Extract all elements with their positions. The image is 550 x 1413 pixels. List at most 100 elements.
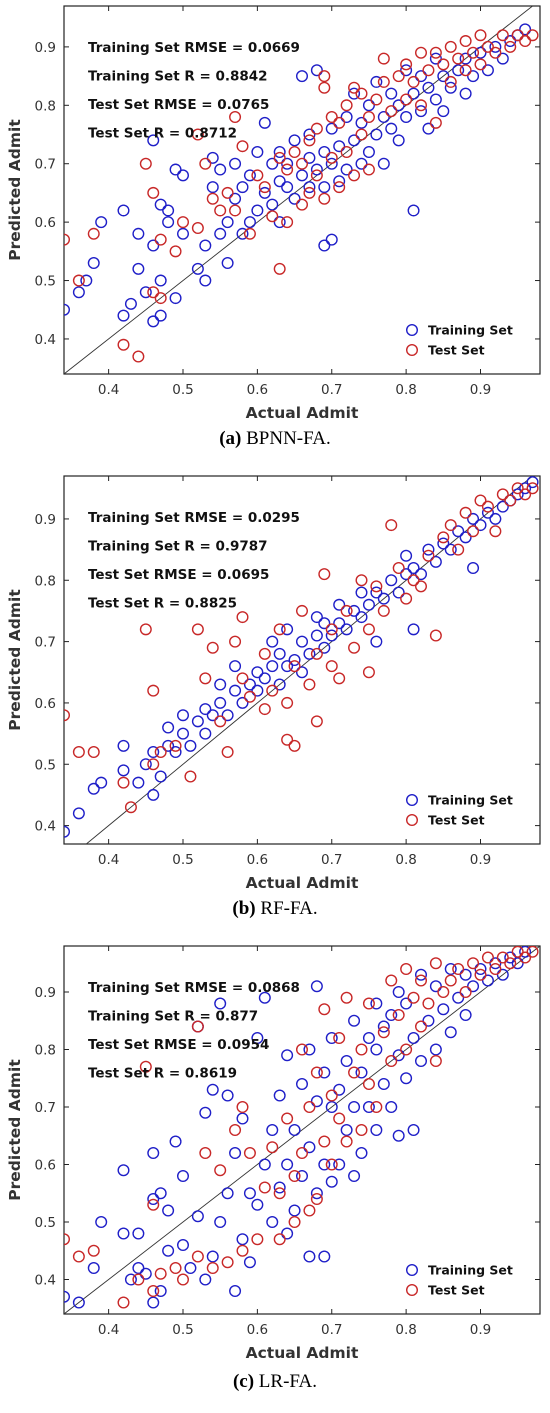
- test-point: [303, 186, 316, 199]
- test-point: [87, 1244, 100, 1257]
- training-point: [422, 122, 435, 135]
- training-point: [162, 1244, 175, 1257]
- test-point: [362, 110, 375, 123]
- training-point: [400, 110, 413, 123]
- test-point: [481, 951, 494, 964]
- training-point: [385, 1100, 398, 1113]
- legend-test-label: Test Set: [428, 813, 485, 828]
- test-point: [422, 997, 435, 1010]
- training-point: [333, 617, 346, 630]
- training-point: [452, 991, 465, 1004]
- y-tick-label: 0.4: [35, 819, 56, 835]
- test-point: [154, 292, 167, 305]
- caption-b: (b) RF-FA.: [0, 898, 550, 920]
- stat-annotation: Test Set RMSE = 0.0765: [88, 97, 269, 113]
- training-point: [333, 1158, 346, 1171]
- training-set-series: [64, 946, 532, 1309]
- stat-annotation: Training Set RMSE = 0.0669: [88, 40, 300, 56]
- test-point: [310, 1192, 323, 1205]
- test-point: [206, 641, 219, 654]
- y-axis-title: Predicted Admit: [6, 119, 24, 261]
- test-point: [429, 46, 442, 59]
- training-point: [481, 974, 494, 987]
- test-point: [221, 1256, 234, 1269]
- test-point: [147, 684, 160, 697]
- training-point: [467, 561, 480, 574]
- test-point: [132, 350, 145, 363]
- test-point: [452, 52, 465, 65]
- training-point: [348, 1014, 361, 1027]
- training-point: [422, 1014, 435, 1027]
- test-point: [64, 1233, 70, 1246]
- training-point: [176, 1239, 189, 1252]
- test-point: [362, 623, 375, 636]
- test-point: [258, 181, 271, 194]
- x-axis-title: Actual Admit: [246, 404, 359, 422]
- training-point: [258, 186, 271, 199]
- y-tick-label: 0.5: [35, 1215, 56, 1231]
- test-point: [526, 946, 539, 958]
- training-point: [206, 151, 219, 164]
- test-point: [362, 163, 375, 176]
- training-point: [199, 1106, 212, 1119]
- training-point: [400, 568, 413, 581]
- x-tick-label: 0.5: [172, 382, 193, 398]
- test-point: [362, 666, 375, 679]
- training-point: [340, 1054, 353, 1067]
- training-point: [429, 1043, 442, 1056]
- test-point: [258, 1181, 271, 1194]
- test-point: [355, 574, 368, 587]
- training-point: [355, 1146, 368, 1159]
- test-point: [236, 140, 249, 153]
- stat-annotation: Training Set RMSE = 0.0868: [88, 980, 300, 996]
- test-point: [243, 1146, 256, 1159]
- training-point: [526, 476, 539, 489]
- test-point: [72, 274, 85, 287]
- y-tick-label: 0.8: [35, 1043, 56, 1059]
- test-point: [87, 746, 100, 759]
- training-point: [117, 1164, 130, 1177]
- training-point: [229, 1146, 242, 1159]
- y-tick-label: 0.8: [35, 98, 56, 114]
- test-point: [281, 1112, 294, 1125]
- y-tick-label: 0.5: [35, 757, 56, 773]
- training-point: [199, 1273, 212, 1286]
- test-point: [310, 169, 323, 182]
- training-point: [139, 286, 152, 299]
- training-point: [266, 157, 279, 170]
- training-point: [281, 157, 294, 170]
- test-point: [340, 99, 353, 112]
- training-point: [348, 1169, 361, 1182]
- stat-annotation: Test Set R = 0.8825: [88, 596, 237, 612]
- training-point: [407, 623, 420, 636]
- training-point: [251, 1198, 264, 1211]
- test-point: [236, 1100, 249, 1113]
- caption-text-a: BPNN-FA.: [241, 428, 331, 449]
- training-point: [340, 623, 353, 636]
- test-point: [176, 1273, 189, 1286]
- training-point: [147, 1146, 160, 1159]
- training-point: [407, 561, 420, 574]
- caption-c: (c) LR-FA.: [0, 1371, 550, 1393]
- test-point: [348, 641, 361, 654]
- test-set-series: [64, 29, 539, 363]
- training-point: [273, 678, 286, 691]
- test-point: [429, 1054, 442, 1067]
- training-point: [273, 175, 286, 188]
- training-point: [444, 543, 457, 556]
- test-point: [407, 991, 420, 1004]
- training-point: [206, 709, 219, 722]
- training-point: [221, 216, 234, 229]
- training-set-series: [64, 23, 532, 328]
- training-point: [221, 709, 234, 722]
- test-point: [355, 87, 368, 100]
- training-point: [392, 1129, 405, 1142]
- test-set-series: [64, 482, 539, 814]
- training-point: [362, 1100, 375, 1113]
- training-point: [310, 163, 323, 176]
- y-tick-label: 0.4: [35, 332, 56, 348]
- training-set-series: [64, 476, 539, 838]
- scatter-chart-c: 0.4 0.5 0.6 0.7 0.8 0.9 0.4 0.5 0.6 0.7 0.8 0.9 Actu…: [6, 945, 541, 1362]
- training-point: [325, 1175, 338, 1188]
- test-point: [318, 1135, 331, 1148]
